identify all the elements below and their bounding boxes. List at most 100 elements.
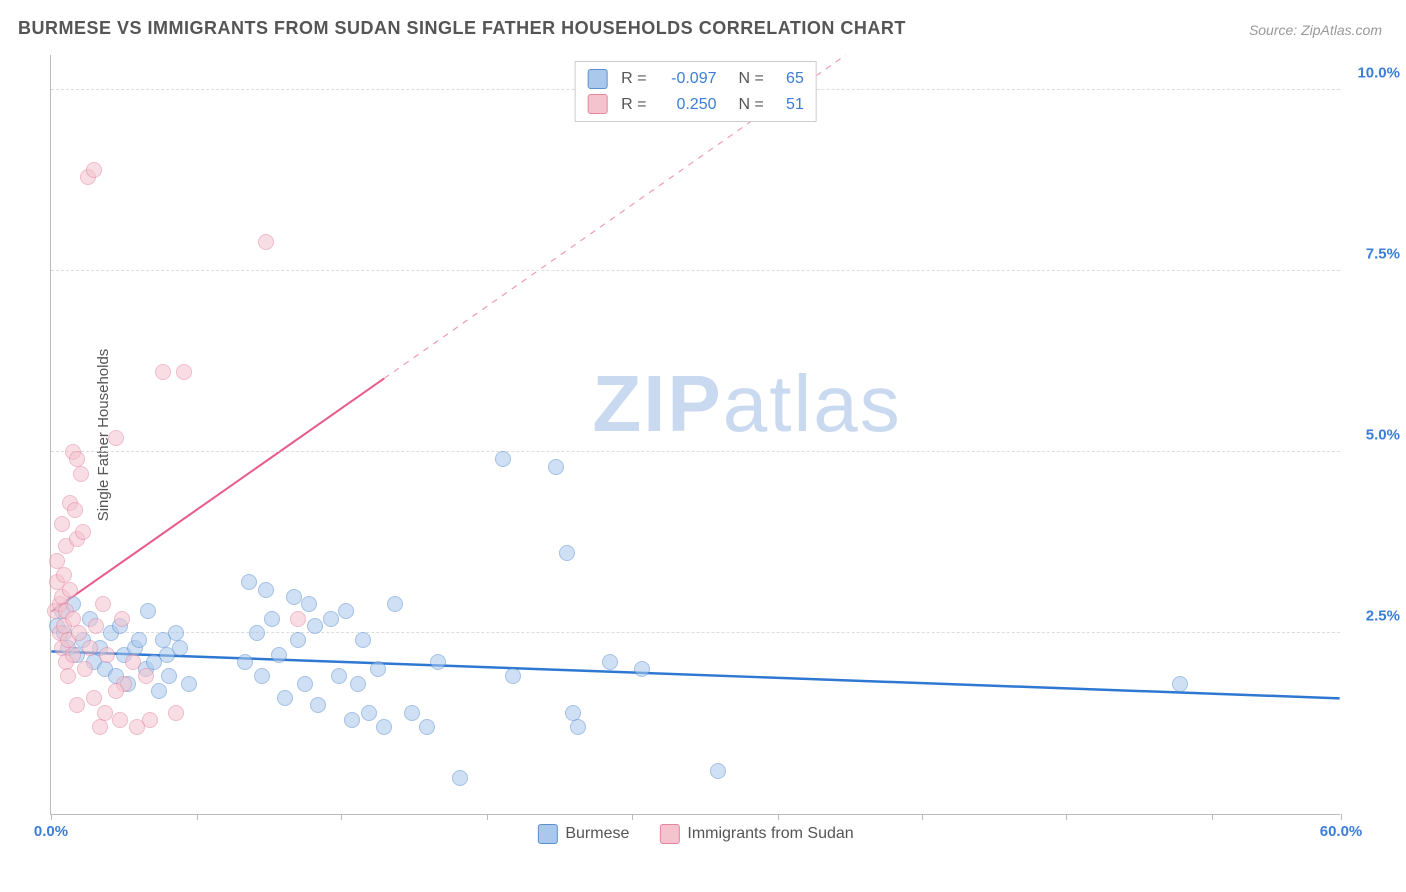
legend-item: Immigrants from Sudan xyxy=(659,824,853,844)
data-point xyxy=(307,618,323,634)
x-tick-label: 0.0% xyxy=(34,823,68,840)
series-legend: Burmese Immigrants from Sudan xyxy=(537,824,853,844)
data-point xyxy=(54,516,70,532)
data-point xyxy=(73,466,89,482)
data-point xyxy=(430,654,446,670)
data-point xyxy=(112,712,128,728)
legend-n-label: N = xyxy=(739,92,764,118)
legend-swatch xyxy=(587,94,607,114)
data-point xyxy=(92,719,108,735)
correlation-legend: R =-0.097N =65R =0.250N =51 xyxy=(574,61,817,122)
data-point xyxy=(88,618,104,634)
data-point xyxy=(344,712,360,728)
source-attribution: Source: ZipAtlas.com xyxy=(1249,22,1382,38)
legend-n-value: 65 xyxy=(774,66,804,92)
trend-lines-layer xyxy=(51,55,1340,814)
data-point xyxy=(95,596,111,612)
legend-item: Burmese xyxy=(537,824,629,844)
x-tick xyxy=(1212,814,1213,820)
legend-r-value: -0.097 xyxy=(657,66,717,92)
data-point xyxy=(297,676,313,692)
data-point xyxy=(140,603,156,619)
legend-swatch xyxy=(659,824,679,844)
data-point xyxy=(710,763,726,779)
data-point xyxy=(452,770,468,786)
legend-row: R =0.250N =51 xyxy=(587,92,804,118)
legend-row: R = -0.097 N = 65 xyxy=(587,66,804,92)
legend-swatch xyxy=(587,69,607,89)
legend-n-label: N = xyxy=(739,66,764,92)
data-point xyxy=(286,589,302,605)
x-tick xyxy=(1066,814,1067,820)
data-point xyxy=(258,582,274,598)
data-point xyxy=(108,683,124,699)
data-point xyxy=(271,647,287,663)
data-point xyxy=(419,719,435,735)
legend-label: Immigrants from Sudan xyxy=(687,825,853,843)
data-point xyxy=(60,668,76,684)
x-tick xyxy=(197,814,198,820)
y-tick-label: 10.0% xyxy=(1345,65,1400,82)
data-point xyxy=(361,705,377,721)
data-point xyxy=(142,712,158,728)
data-point xyxy=(62,582,78,598)
data-point xyxy=(570,719,586,735)
gridline xyxy=(51,451,1340,452)
data-point xyxy=(161,668,177,684)
data-point xyxy=(634,661,650,677)
data-point xyxy=(404,705,420,721)
y-tick-label: 5.0% xyxy=(1345,427,1400,444)
data-point xyxy=(264,611,280,627)
data-point xyxy=(114,611,130,627)
data-point xyxy=(290,611,306,627)
data-point xyxy=(249,625,265,641)
data-point xyxy=(237,654,253,670)
data-point xyxy=(301,596,317,612)
data-point xyxy=(75,524,91,540)
data-point xyxy=(505,668,521,684)
x-tick xyxy=(778,814,779,820)
data-point xyxy=(138,668,154,684)
data-point xyxy=(176,364,192,380)
legend-n-value: 51 xyxy=(774,92,804,118)
data-point xyxy=(338,603,354,619)
data-point xyxy=(125,654,141,670)
data-point xyxy=(71,625,87,641)
data-point xyxy=(241,574,257,590)
x-tick xyxy=(922,814,923,820)
chart-title: BURMESE VS IMMIGRANTS FROM SUDAN SINGLE … xyxy=(18,18,906,39)
data-point xyxy=(254,668,270,684)
data-point xyxy=(155,632,171,648)
data-point xyxy=(548,459,564,475)
data-point xyxy=(602,654,618,670)
scatter-chart: Single Father Households ZIPatlas 2.5%5.… xyxy=(50,55,1340,815)
gridline xyxy=(51,270,1340,271)
data-point xyxy=(331,668,347,684)
data-point xyxy=(310,697,326,713)
data-point xyxy=(559,545,575,561)
data-point xyxy=(387,596,403,612)
data-point xyxy=(151,683,167,699)
data-point xyxy=(370,661,386,677)
legend-r-label: R = xyxy=(621,66,646,92)
data-point xyxy=(65,647,81,663)
x-tick xyxy=(341,814,342,820)
x-tick xyxy=(487,814,488,820)
data-point xyxy=(350,676,366,692)
legend-swatch xyxy=(537,824,557,844)
data-point xyxy=(86,690,102,706)
data-point xyxy=(155,364,171,380)
gridline xyxy=(51,632,1340,633)
data-point xyxy=(181,676,197,692)
data-point xyxy=(108,430,124,446)
watermark-light: atlas xyxy=(723,359,902,448)
y-tick-label: 2.5% xyxy=(1345,608,1400,625)
data-point xyxy=(82,640,98,656)
x-tick-label: 60.0% xyxy=(1320,823,1363,840)
data-point xyxy=(1172,676,1188,692)
data-point xyxy=(172,640,188,656)
x-tick xyxy=(632,814,633,820)
y-tick-label: 7.5% xyxy=(1345,246,1400,263)
data-point xyxy=(69,697,85,713)
data-point xyxy=(258,234,274,250)
